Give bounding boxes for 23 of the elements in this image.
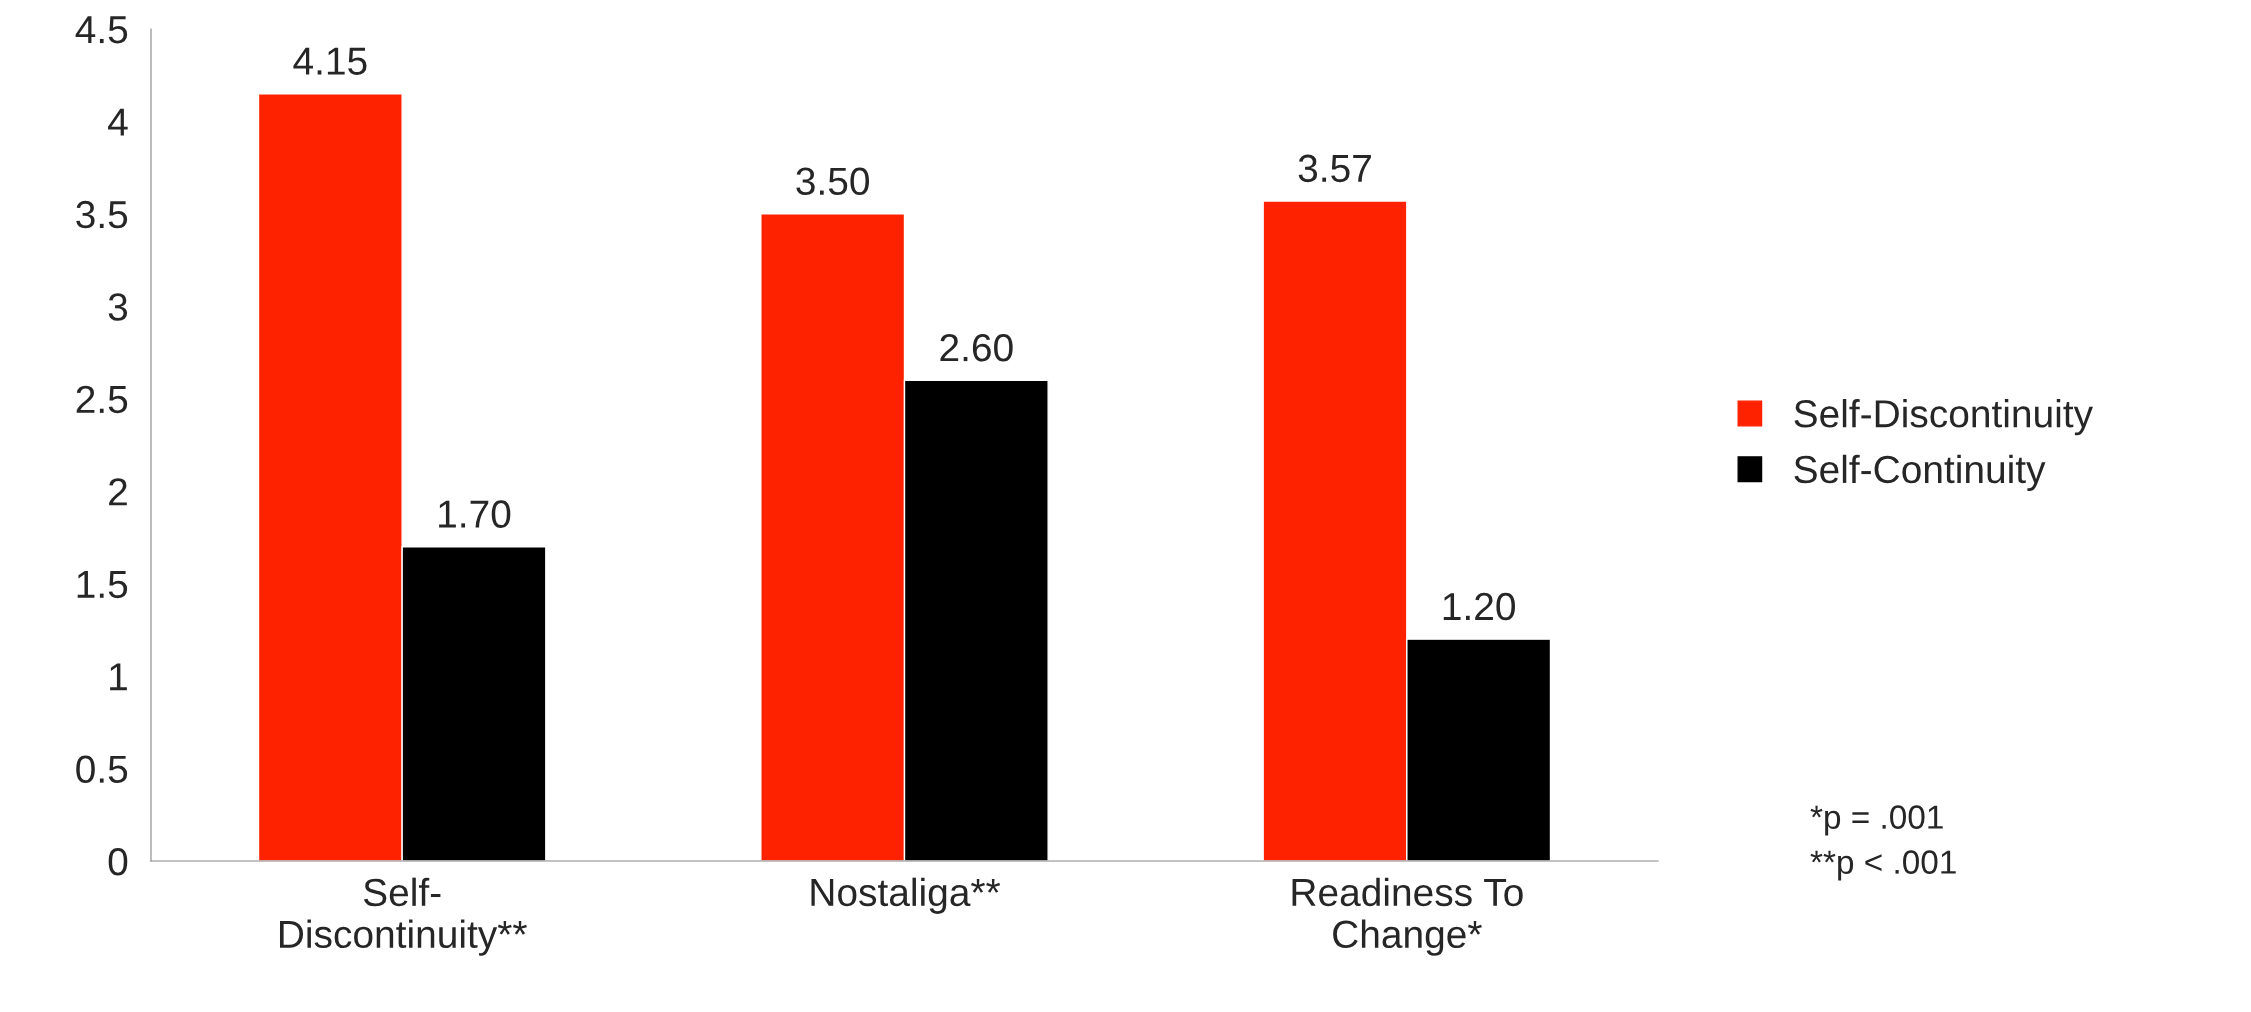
legend-label: Self-Discontinuity <box>1794 399 2093 436</box>
y-tick-label: 1 <box>110 663 127 691</box>
text: **p < .001 <box>1810 850 1956 881</box>
y-tick-label: 2 <box>109 478 127 506</box>
data-label: 3.57 <box>1298 154 1371 183</box>
x-tick-label: Readiness To Change* <box>1292 877 1523 956</box>
data-label: 1.20 <box>1443 592 1515 621</box>
text: *p = .001 <box>1810 805 1943 836</box>
y-tick-label: 3.5 <box>76 200 128 229</box>
x-tick-label: Nostaliga** <box>811 877 1001 914</box>
y-tick-label: 0 <box>108 847 128 876</box>
y-tick-label: 0.5 <box>76 755 128 784</box>
y-tick-label: 3 <box>108 293 128 321</box>
y-tick-label: 1.5 <box>77 571 128 599</box>
y-tick-label: 2.5 <box>76 385 128 414</box>
x-tick-label: Self- Discontinuity** <box>279 877 527 956</box>
data-label: 4.15 <box>293 47 367 75</box>
y-tick-label: 4.5 <box>75 16 128 44</box>
y-tick-label: 4 <box>108 108 128 136</box>
data-label: 3.50 <box>796 167 869 196</box>
legend-label: Self-Continuity <box>1794 454 2046 491</box>
data-label: 2.60 <box>940 333 1013 362</box>
data-label: 1.70 <box>439 500 511 528</box>
